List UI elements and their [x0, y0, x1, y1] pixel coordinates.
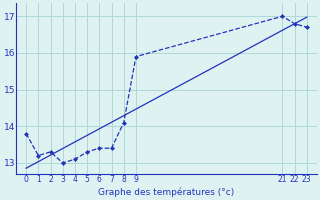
X-axis label: Graphe des températures (°c): Graphe des températures (°c) — [98, 187, 235, 197]
